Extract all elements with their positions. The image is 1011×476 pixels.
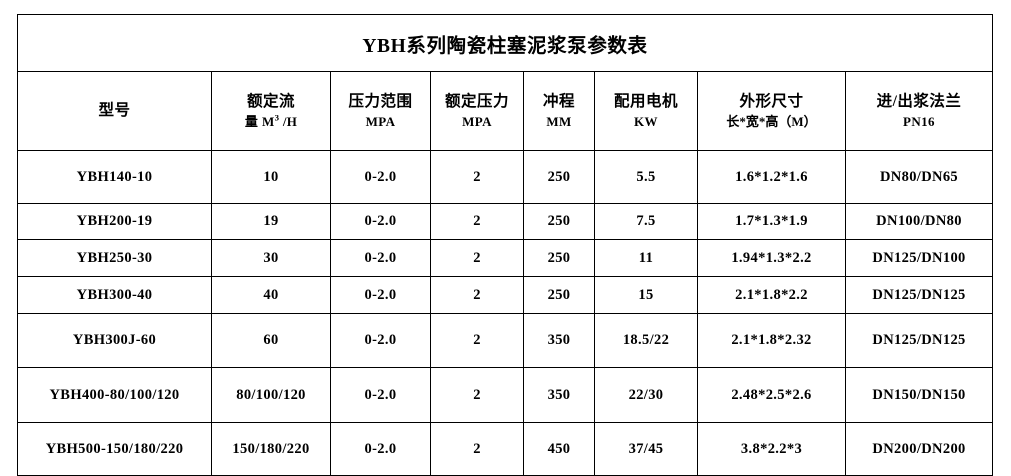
column-header-dimensions-unit: 长*宽*高（M） — [726, 113, 817, 129]
cell-motor: 11 — [594, 239, 698, 277]
column-header-stroke-label: 冲程 — [542, 92, 575, 110]
cell-stroke: 250 — [523, 150, 595, 204]
column-header-rated-pressure-label: 额定压力 — [444, 92, 509, 110]
cell-pressure-range: 0-2.0 — [330, 203, 431, 240]
cell-stroke: 250 — [523, 203, 595, 240]
cell-model: YBH140-10 — [17, 150, 212, 204]
table-row: YBH300-40 40 0-2.0 2 250 15 2.1*1.8*2.2 … — [17, 276, 994, 314]
column-header-model-label: 型号 — [98, 102, 131, 119]
unit-text-tail: /H — [279, 113, 298, 129]
column-header-stroke: 冲程 MM — [523, 71, 595, 151]
cell-rated-flow: 60 — [211, 313, 331, 368]
column-header-stroke-unit: MM — [546, 113, 572, 129]
cell-rated-pressure: 2 — [430, 367, 524, 423]
cell-flange: DN80/DN65 — [844, 150, 994, 204]
column-header-rated-flow-unit: 量 M3 /H — [214, 113, 328, 131]
table-row: YBH250-30 30 0-2.0 2 250 11 1.94*1.3*2.2… — [17, 239, 994, 277]
column-header-dimensions: 外形尺寸 长*宽*高（M） — [697, 71, 846, 151]
table-row: YBH200-19 19 0-2.0 2 250 7.5 1.7*1.3*1.9… — [17, 203, 994, 240]
cell-rated-flow: 10 — [211, 150, 331, 204]
column-header-rated-flow-label: 额定流 — [246, 92, 295, 110]
cell-dimensions: 1.94*1.3*2.2 — [697, 239, 846, 277]
column-header-motor-unit: KW — [634, 113, 658, 129]
unit-text-head: 量 M — [244, 113, 275, 129]
cell-rated-pressure: 2 — [430, 203, 524, 240]
cell-rated-flow: 19 — [211, 203, 331, 240]
column-header-flange-label: 进/出浆法兰 — [876, 92, 962, 110]
cell-motor: 18.5/22 — [594, 313, 698, 368]
cell-rated-flow: 80/100/120 — [211, 367, 331, 423]
table-header-row: 型号 额定流 量 M3 /H 压力范围 MPA 额定压力 MPA 冲程 MM — [17, 71, 994, 151]
table-row: YBH400-80/100/120 80/100/120 0-2.0 2 350… — [17, 367, 994, 423]
table-row: YBH300J-60 60 0-2.0 2 350 18.5/22 2.1*1.… — [17, 313, 994, 368]
cell-dimensions: 1.6*1.2*1.6 — [697, 150, 846, 204]
cell-pressure-range: 0-2.0 — [330, 422, 431, 476]
cell-model: YBH400-80/100/120 — [17, 367, 212, 423]
unit-superscript: 3 — [274, 112, 280, 123]
cell-model: YBH250-30 — [17, 239, 212, 277]
column-header-dimensions-label: 外形尺寸 — [739, 92, 804, 110]
cell-rated-pressure: 2 — [430, 276, 524, 314]
cell-motor: 22/30 — [594, 367, 698, 423]
column-header-motor: 配用电机 KW — [594, 71, 698, 151]
cell-dimensions: 2.48*2.5*2.6 — [697, 367, 846, 423]
cell-flange: DN150/DN150 — [844, 367, 994, 423]
cell-motor: 5.5 — [594, 150, 698, 204]
cell-pressure-range: 0-2.0 — [330, 239, 431, 277]
table-title: YBH系列陶瓷柱塞泥浆泵参数表 — [16, 14, 994, 72]
cell-stroke: 250 — [523, 239, 595, 277]
column-header-pressure-range: 压力范围 MPA — [330, 71, 431, 151]
column-header-rated-flow: 额定流 量 M3 /H — [211, 71, 331, 151]
cell-stroke: 450 — [523, 422, 595, 476]
cell-rated-pressure: 2 — [430, 150, 524, 204]
column-header-flange: 进/出浆法兰 PN16 — [844, 71, 994, 151]
column-header-rated-pressure-unit: MPA — [462, 113, 492, 129]
column-header-pressure-range-unit: MPA — [365, 113, 396, 129]
cell-rated-flow: 30 — [211, 239, 331, 277]
cell-flange: DN125/DN125 — [844, 276, 994, 314]
column-header-motor-label: 配用电机 — [613, 92, 678, 110]
cell-stroke: 250 — [523, 276, 595, 314]
cell-model: YBH200-19 — [17, 203, 212, 240]
cell-motor: 15 — [594, 276, 698, 314]
cell-pressure-range: 0-2.0 — [330, 276, 431, 314]
cell-model: YBH300J-60 — [17, 313, 212, 368]
cell-rated-pressure: 2 — [430, 239, 524, 277]
cell-motor: 7.5 — [594, 203, 698, 240]
cell-flange: DN125/DN125 — [844, 313, 994, 368]
cell-dimensions: 1.7*1.3*1.9 — [697, 203, 846, 240]
cell-flange: DN200/DN200 — [844, 422, 994, 476]
cell-rated-flow: 40 — [211, 276, 331, 314]
column-header-pressure-range-label: 压力范围 — [348, 92, 413, 110]
cell-rated-pressure: 2 — [430, 313, 524, 368]
cell-dimensions: 3.8*2.2*3 — [697, 422, 846, 476]
spec-table-container: YBH系列陶瓷柱塞泥浆泵参数表 型号 额定流 量 M3 /H 压力范围 MPA … — [16, 14, 994, 476]
column-header-flange-unit: PN16 — [903, 113, 935, 129]
cell-flange: DN125/DN100 — [844, 239, 994, 277]
cell-flange: DN100/DN80 — [844, 203, 994, 240]
cell-motor: 37/45 — [594, 422, 698, 476]
cell-pressure-range: 0-2.0 — [330, 150, 431, 204]
table-row: YBH500-150/180/220 150/180/220 0-2.0 2 4… — [17, 422, 994, 476]
column-header-rated-pressure: 额定压力 MPA — [430, 71, 524, 151]
table-title-row: YBH系列陶瓷柱塞泥浆泵参数表 — [16, 14, 994, 72]
pump-parameter-table: YBH系列陶瓷柱塞泥浆泵参数表 型号 额定流 量 M3 /H 压力范围 MPA … — [16, 14, 994, 476]
cell-rated-pressure: 2 — [430, 422, 524, 476]
cell-rated-flow: 150/180/220 — [211, 422, 331, 476]
cell-pressure-range: 0-2.0 — [330, 367, 431, 423]
cell-dimensions: 2.1*1.8*2.32 — [697, 313, 846, 368]
cell-model: YBH300-40 — [17, 276, 212, 314]
cell-pressure-range: 0-2.0 — [330, 313, 431, 368]
cell-model: YBH500-150/180/220 — [17, 422, 212, 476]
cell-stroke: 350 — [523, 313, 595, 368]
cell-stroke: 350 — [523, 367, 595, 423]
table-row: YBH140-10 10 0-2.0 2 250 5.5 1.6*1.2*1.6… — [17, 150, 994, 204]
cell-dimensions: 2.1*1.8*2.2 — [697, 276, 846, 314]
column-header-model: 型号 — [17, 71, 212, 151]
